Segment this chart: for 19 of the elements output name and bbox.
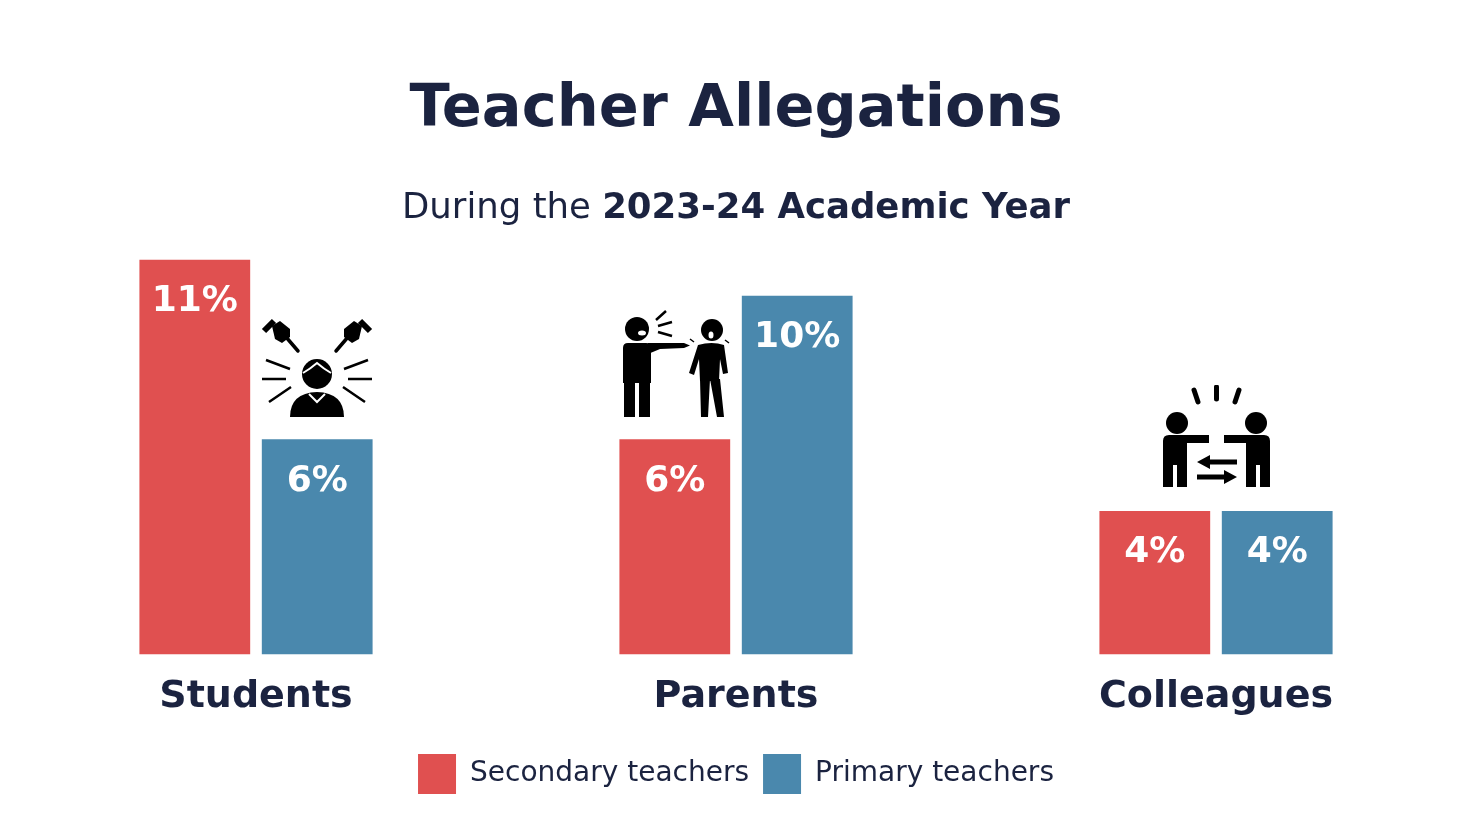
data-label: 6%	[644, 457, 706, 499]
bar	[261, 439, 373, 655]
chart-subtitle: During the 2023-24 Academic Year	[402, 185, 1070, 227]
data-label: 6%	[286, 457, 348, 499]
x-tick-label: Colleagues	[1098, 672, 1334, 717]
x-tick-label: Parents	[653, 672, 819, 717]
bar	[1099, 510, 1211, 655]
legend-label: Primary teachers	[815, 755, 1054, 789]
x-tick-label: Students	[159, 672, 353, 717]
chart-title: Teacher Allegations	[409, 71, 1063, 140]
bar	[139, 259, 251, 655]
bar	[619, 439, 731, 655]
data-label: 4%	[1246, 529, 1308, 571]
data-label: 11%	[151, 278, 238, 320]
data-label: 10%	[754, 314, 841, 356]
legend-label: Secondary teachers	[470, 755, 750, 789]
bar	[1221, 510, 1333, 655]
data-label: 4%	[1124, 529, 1186, 571]
bar	[741, 295, 853, 655]
